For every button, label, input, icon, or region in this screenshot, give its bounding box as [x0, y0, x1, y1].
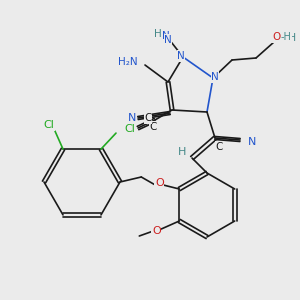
- Text: C: C: [149, 122, 157, 132]
- Text: N: N: [164, 35, 172, 45]
- Text: N: N: [211, 72, 219, 82]
- Text: H₂N: H₂N: [118, 57, 138, 67]
- Text: Cl: Cl: [124, 124, 135, 134]
- Text: O: O: [272, 32, 280, 42]
- Text: H: H: [154, 31, 162, 41]
- Text: N: N: [248, 137, 256, 147]
- Text: -H: -H: [281, 32, 292, 42]
- Text: Cl: Cl: [44, 120, 54, 130]
- Text: N: N: [128, 113, 136, 123]
- Text: ·H: ·H: [285, 33, 297, 43]
- Text: O: O: [152, 226, 161, 236]
- Text: H: H: [178, 147, 186, 157]
- Text: C: C: [144, 113, 152, 123]
- Text: O: O: [275, 33, 283, 43]
- Text: N: N: [128, 127, 136, 137]
- Text: N: N: [177, 51, 185, 61]
- Text: O: O: [155, 178, 164, 188]
- Text: C: C: [215, 142, 223, 152]
- Text: H: H: [154, 29, 162, 39]
- Text: N: N: [162, 31, 170, 41]
